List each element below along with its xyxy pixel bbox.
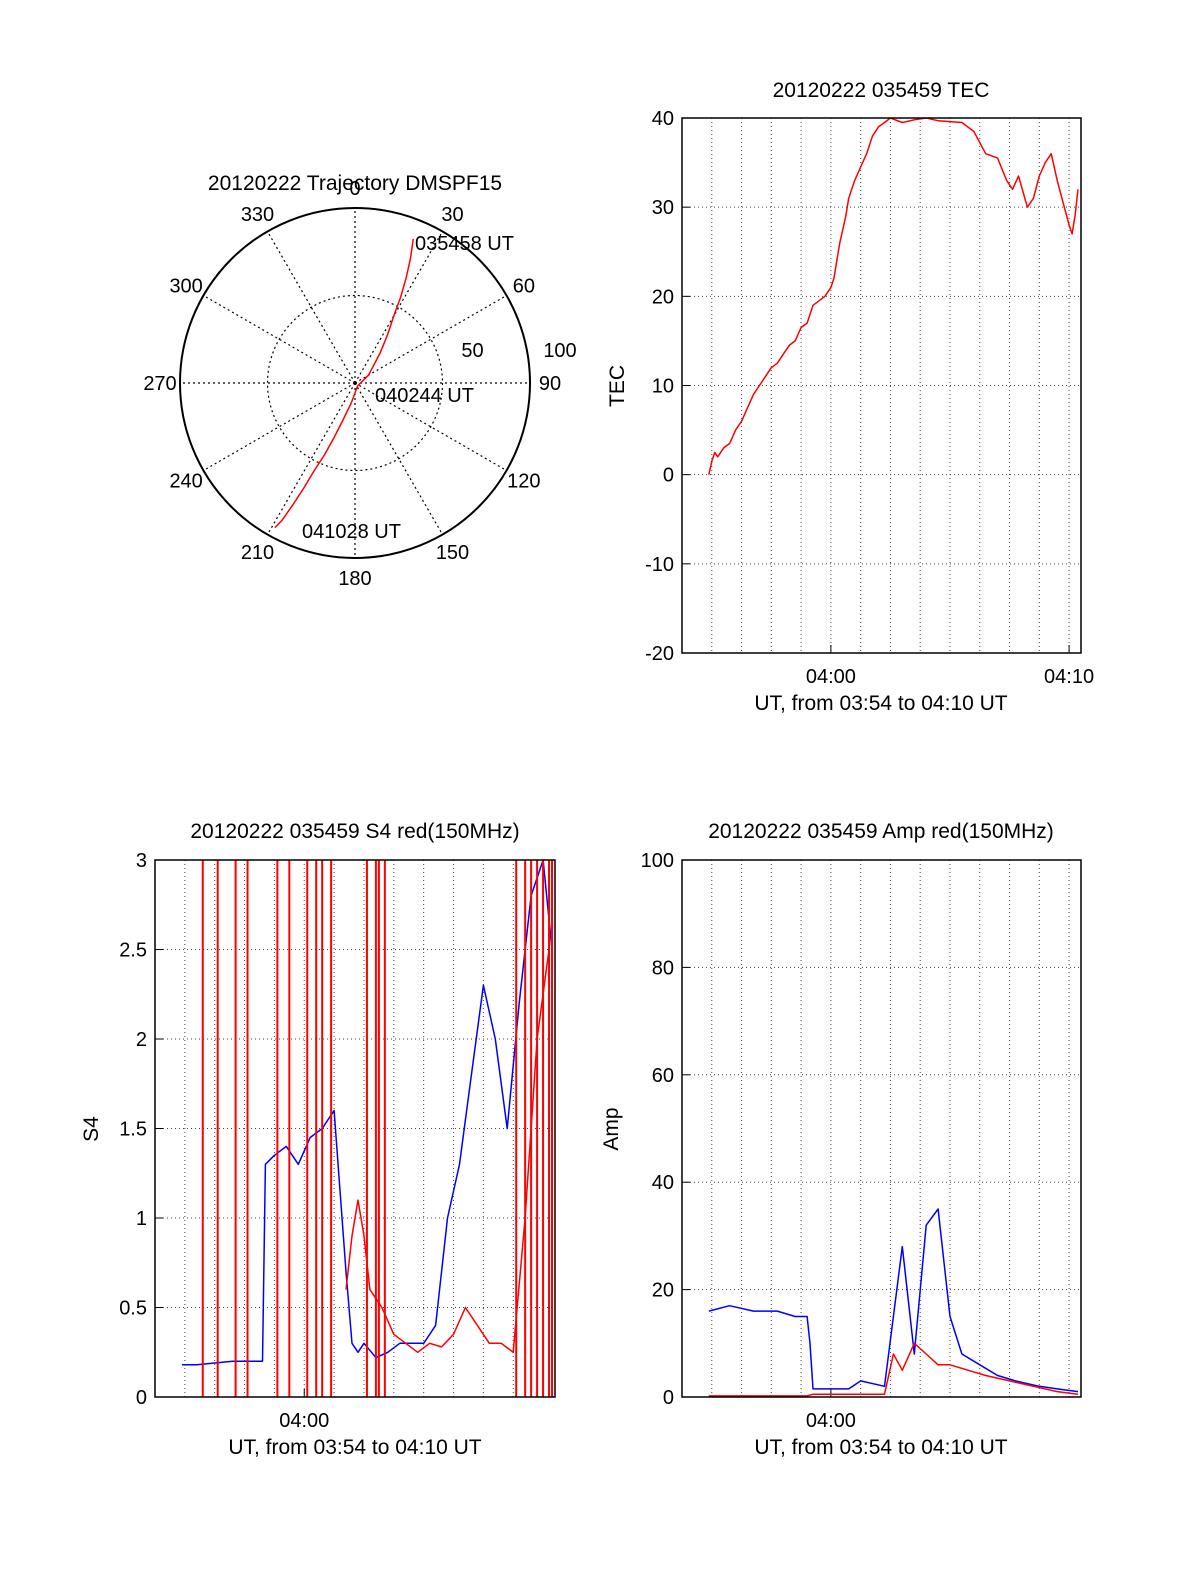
series-line (181, 860, 553, 1366)
plot-frame (154, 859, 556, 1398)
series-line (345, 949, 550, 1354)
azimuth-label: 270 (143, 373, 176, 395)
s4-panel: 20120222 035459 S4 red(150MHz) 0 0.5 1 1.5 2… (80, 820, 556, 1459)
radial-label: 100 (543, 340, 576, 362)
trajectory-panel: 20120222 Trajectory DMSPF15 0 30 60 90 120 15… (143, 172, 576, 590)
s4-title: 20120222 035459 S4 red(150MHz) (190, 820, 519, 843)
y-tick-label: 0 (663, 465, 674, 487)
polar-inner-circle (266, 294, 444, 472)
y-tick-label: 2 (136, 1029, 147, 1051)
polar-spoke (354, 231, 444, 384)
azimuth-label: 0 (349, 178, 360, 200)
y-tick-label: -20 (645, 643, 674, 665)
polar-grid (179, 207, 531, 559)
amp-xlabel: UT, from 03:54 to 04:10 UT (754, 1436, 1007, 1459)
azimuth-label: 330 (241, 204, 274, 226)
series-group (181, 860, 554, 1397)
tec-plot: -20 -10 0 10 20 30 40 04:00 04:10 (645, 108, 1094, 688)
y-tick-label: -10 (645, 554, 674, 576)
series-group (708, 118, 1079, 475)
series-line (708, 118, 1079, 475)
series-line (708, 1342, 1079, 1397)
y-tick-label: 1 (136, 1208, 147, 1230)
plot-frame (681, 117, 1082, 654)
polar-spoke (203, 294, 356, 384)
y-tick-label: 0 (136, 1387, 147, 1409)
y-tick-label: 60 (652, 1065, 674, 1087)
x-tick-label: 04:00 (806, 1410, 856, 1432)
azimuth-labels: 0 30 60 90 120 150 180 210 240 270 300 330 (143, 178, 561, 590)
annotation-end: 041028 UT (302, 521, 401, 543)
y-tick-label: 100 (641, 850, 674, 872)
polar-spoke (203, 382, 356, 472)
plot-frame (681, 859, 1082, 1398)
tec-title: 20120222 035459 TEC (773, 79, 990, 102)
trajectory-title: 20120222 Trajectory DMSPF15 (208, 172, 502, 195)
y-tick-label: 0 (663, 1387, 674, 1409)
polar-outer-circle (179, 207, 531, 559)
y-tick-label: 2.5 (119, 940, 147, 962)
polar-spoke (354, 382, 444, 535)
annotation-start: 035458 UT (415, 233, 514, 255)
amp-ylabel: Amp (600, 1107, 623, 1150)
s4-plot: 0 0.5 1 1.5 2 2.5 3 04:00 (119, 850, 556, 1432)
series-group (708, 1208, 1079, 1397)
s4-ylabel: S4 (80, 1116, 103, 1142)
y-tick-label: 0.5 (119, 1298, 147, 1320)
tec-panel: 20120222 035459 TEC -20 -10 0 10 20 30 40 04:00… (606, 79, 1094, 715)
radial-labels: 50 100 (461, 340, 576, 362)
series-line (708, 1208, 1079, 1393)
y-tick-label: 80 (652, 957, 674, 979)
polar-spoke (354, 294, 507, 384)
amp-panel: 20120222 035459 Amp red(150MHz) 0 20 40 60 8… (600, 820, 1082, 1459)
polar-spoke (266, 231, 356, 384)
azimuth-label: 150 (436, 542, 469, 564)
y-tick-label: 40 (652, 108, 674, 130)
x-tick-label: 04:10 (1044, 666, 1094, 688)
y-tick-label: 20 (652, 1280, 674, 1302)
y-tick-label: 3 (136, 850, 147, 872)
y-tick-label: 1.5 (119, 1119, 147, 1141)
s4-xlabel: UT, from 03:54 to 04:10 UT (228, 1436, 481, 1459)
amp-plot: 0 20 40 60 80 100 04:00 (641, 850, 1082, 1432)
y-tick-label: 30 (652, 197, 674, 219)
azimuth-label: 90 (539, 373, 561, 395)
y-tick-label: 20 (652, 286, 674, 308)
azimuth-label: 120 (507, 471, 540, 493)
x-tick-label: 04:00 (806, 666, 856, 688)
azimuth-label: 30 (441, 204, 463, 226)
radial-label: 50 (461, 340, 483, 362)
azimuth-label: 60 (513, 276, 535, 298)
amp-title: 20120222 035459 Amp red(150MHz) (708, 820, 1054, 843)
azimuth-label: 240 (169, 471, 202, 493)
tec-xlabel: UT, from 03:54 to 04:10 UT (754, 692, 1007, 715)
annotation-mid: 040244 UT (375, 385, 474, 407)
polar-spoke (354, 382, 507, 472)
polar-spoke (266, 382, 356, 535)
tec-ylabel: TEC (606, 365, 629, 407)
azimuth-label: 210 (241, 542, 274, 564)
y-tick-label: 10 (652, 376, 674, 398)
trajectory-line (274, 238, 415, 529)
y-tick-label: 40 (652, 1172, 674, 1194)
x-tick-label: 04:00 (279, 1410, 329, 1432)
trajectory-series (274, 238, 415, 529)
azimuth-label: 180 (338, 568, 371, 590)
azimuth-label: 300 (169, 276, 202, 298)
